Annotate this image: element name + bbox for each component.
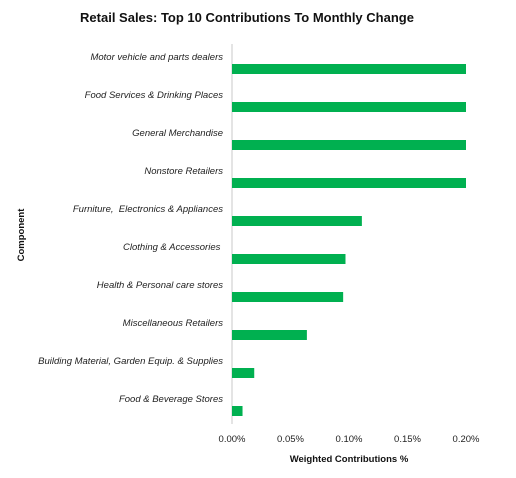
bar-5 (232, 254, 346, 264)
x-tick-label-2: 0.10% (336, 434, 363, 445)
bar-4 (232, 216, 362, 226)
category-label-0: Motor vehicle and parts dealers (90, 52, 223, 63)
category-label-7: Miscellaneous Retailers (123, 318, 224, 329)
y-axis-title: Component (16, 208, 27, 262)
x-tick-labels: 0.00% 0.05% 0.10% 0.15% 0.20% (219, 434, 480, 445)
category-label-2: General Merchandise (132, 128, 223, 139)
bars-group (232, 64, 466, 416)
x-tick-label-0: 0.00% (219, 434, 246, 445)
category-label-5: Clothing & Accessories (123, 242, 223, 253)
bar-2 (232, 140, 466, 150)
category-label-4: Furniture, Electronics & Appliances (73, 204, 223, 215)
category-label-6: Health & Personal care stores (97, 280, 223, 291)
bar-7 (232, 330, 307, 340)
bar-1 (232, 102, 466, 112)
x-tick-label-1: 0.05% (277, 434, 304, 445)
category-label-9: Food & Beverage Stores (119, 394, 223, 405)
category-label-3: Nonstore Retailers (144, 166, 223, 177)
x-tick-label-3: 0.15% (394, 434, 421, 445)
bar-3 (232, 178, 466, 188)
category-label-8: Building Material, Garden Equip. & Suppl… (38, 356, 223, 367)
category-label-1: Food Services & Drinking Places (85, 90, 224, 101)
category-labels: Motor vehicle and parts dealers Food Serv… (38, 52, 223, 405)
bar-0 (232, 64, 466, 74)
bar-6 (232, 292, 344, 302)
x-tick-label-4: 0.20% (453, 434, 480, 445)
bar-8 (232, 368, 255, 378)
chart-title: Retail Sales: Top 10 Contributions To Mo… (80, 10, 414, 25)
x-axis-title: Weighted Contributions % (290, 454, 409, 465)
bar-9 (232, 406, 243, 416)
